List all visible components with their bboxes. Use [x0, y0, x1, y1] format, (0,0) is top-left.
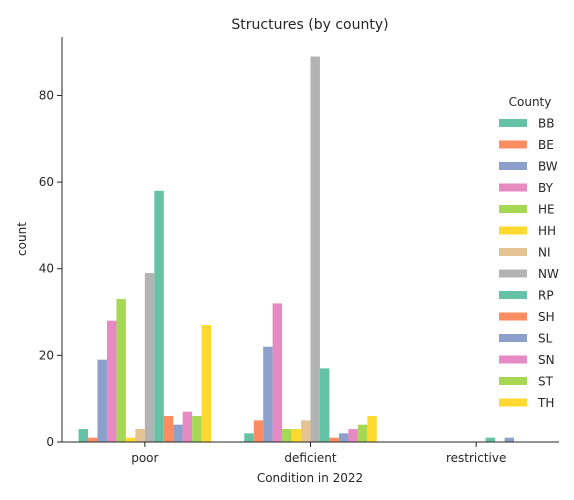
x-ticks: poor deficient restrictive [131, 442, 506, 465]
x-tick-label-deficient: deficient [284, 451, 336, 465]
legend-swatch-sl [499, 334, 527, 342]
bar-be-deficient [253, 420, 264, 442]
y-tick-label: 80 [39, 88, 54, 102]
legend-title: County [509, 95, 552, 109]
bar-ni-deficient [301, 420, 311, 442]
legend-swatch-sn [499, 355, 527, 364]
legend-label-th: TH [537, 396, 554, 410]
bar-st-poor [192, 416, 202, 442]
legend-label-be: BE [538, 138, 554, 152]
legend-label-he: HE [538, 203, 555, 217]
bar-st-deficient [357, 424, 368, 442]
bar-sh-deficient [329, 437, 339, 442]
legend-swatch-sh [499, 312, 527, 321]
bar-th-deficient [367, 416, 377, 442]
x-tick-label-poor: poor [131, 451, 158, 465]
y-axis-title: count [15, 222, 29, 256]
legend-swatch-bw [499, 162, 527, 170]
bar-bw-deficient [263, 346, 273, 442]
legend-swatch-st [499, 377, 527, 385]
legend-swatch-rp [499, 291, 527, 299]
legend-label-by: BY [538, 181, 554, 195]
bar-hh-deficient [291, 429, 302, 442]
legend-label-st: ST [538, 375, 554, 389]
legend-swatch-be [499, 140, 527, 149]
legend-swatch-hh [499, 226, 527, 235]
bar-rp-deficient [319, 368, 330, 442]
bar-he-deficient [282, 429, 292, 442]
bar-be-poor [88, 437, 98, 442]
legend-swatch-by [499, 183, 527, 192]
legend-swatch-nw [499, 269, 527, 278]
y-tick-label: 40 [39, 262, 54, 276]
bar-nw-deficient [310, 56, 320, 443]
legend-swatch-th [499, 398, 527, 407]
chart-title: Structures (by county) [231, 17, 388, 33]
bar-sn-deficient [348, 429, 358, 442]
bar-by-deficient [272, 303, 283, 442]
bar-bb-deficient [244, 433, 254, 442]
legend-swatch-he [499, 205, 527, 213]
legend-label-ni: NI [538, 246, 551, 260]
legend-swatch-bb [499, 119, 527, 127]
y-tick-label: 0 [46, 435, 54, 449]
bar-rp-restrictive [485, 437, 496, 442]
legend-label-sh: SH [538, 310, 555, 324]
y-ticks: 0 20 40 60 80 [39, 88, 62, 449]
legend-label-bw: BW [538, 160, 558, 174]
bars-group [78, 56, 515, 443]
y-tick-label: 60 [39, 175, 54, 189]
bar-sh-poor [163, 416, 174, 442]
bar-th-poor [201, 325, 212, 442]
bar-by-poor [106, 320, 117, 442]
legend-label-sl: SL [538, 332, 553, 346]
bar-he-poor [116, 299, 126, 442]
y-tick-label: 20 [39, 348, 54, 362]
x-axis-title: Condition in 2022 [257, 471, 363, 485]
x-tick-label-restrictive: restrictive [446, 451, 506, 465]
bar-sl-deficient [338, 433, 349, 442]
legend-label-hh: HH [538, 224, 556, 238]
legend-swatch-ni [499, 248, 527, 256]
legend-label-sn: SN [538, 353, 555, 367]
bar-hh-poor [125, 437, 136, 442]
legend-label-bb: BB [538, 117, 554, 131]
bar-rp-poor [154, 190, 164, 442]
bar-sl-poor [173, 424, 183, 442]
bar-ni-poor [135, 429, 145, 442]
bar-bw-poor [97, 359, 107, 442]
legend-label-nw: NW [538, 267, 559, 281]
legend-label-rp: RP [538, 289, 554, 303]
bar-sn-poor [182, 411, 193, 442]
bar-bb-poor [78, 429, 89, 442]
bar-nw-poor [144, 273, 155, 442]
legend: County BB BE BW BY HE HH NI NW RP SH SL SN ST TH [499, 95, 559, 410]
bar-sl-restrictive [504, 437, 515, 442]
